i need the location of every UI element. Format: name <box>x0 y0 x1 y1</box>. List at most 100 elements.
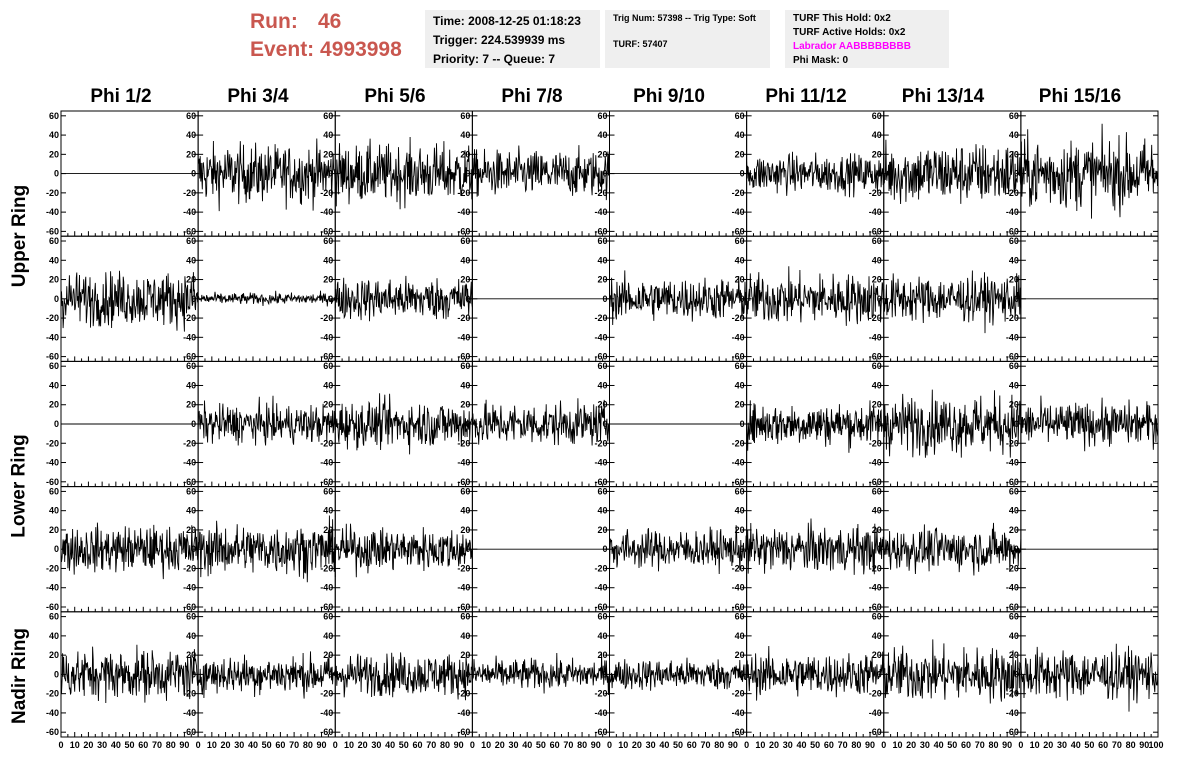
y-tick-label: 60 <box>597 236 607 246</box>
y-tick-label: -40 <box>183 458 196 468</box>
y-tick-label: -60 <box>457 602 470 612</box>
y-tick-label: -60 <box>869 226 882 236</box>
y-tick-label: -60 <box>320 727 333 737</box>
x-tick-label: 0 <box>1018 740 1023 750</box>
x-tick-label: 80 <box>303 740 313 750</box>
y-tick-label: -40 <box>320 207 333 217</box>
y-tick-label: 60 <box>1009 111 1019 121</box>
y-tick-label: 20 <box>872 149 882 159</box>
y-tick-label: 0 <box>191 169 196 179</box>
y-tick-label: 0 <box>877 419 882 429</box>
x-tick-label: 50 <box>125 740 135 750</box>
y-tick-label: -40 <box>732 332 745 342</box>
y-tick-label: -20 <box>594 188 607 198</box>
x-tick-label: 40 <box>522 740 532 750</box>
y-tick-label: -20 <box>320 188 333 198</box>
y-tick-label: -20 <box>183 438 196 448</box>
y-tick-label: 20 <box>872 525 882 535</box>
x-tick-label: 90 <box>179 740 189 750</box>
y-tick-label: -20 <box>183 563 196 573</box>
x-tick-label: 60 <box>275 740 285 750</box>
y-tick-label: 20 <box>1009 525 1019 535</box>
y-tick-label: -40 <box>594 207 607 217</box>
y-tick-label: 20 <box>460 650 470 660</box>
y-tick-label: -20 <box>732 313 745 323</box>
x-tick-label: 10 <box>618 740 628 750</box>
y-tick-label: -20 <box>457 563 470 573</box>
y-tick-label: -40 <box>869 708 882 718</box>
y-tick-label: 60 <box>323 236 333 246</box>
y-tick-label: -20 <box>869 313 882 323</box>
y-tick-label: 20 <box>735 149 745 159</box>
y-tick-label: 40 <box>872 631 882 641</box>
x-tick-label: 30 <box>1057 740 1067 750</box>
y-tick-label: -20 <box>320 563 333 573</box>
y-tick-label: 40 <box>49 380 59 390</box>
x-tick-label: 60 <box>138 740 148 750</box>
x-tick-label: 0 <box>607 740 612 750</box>
y-tick-label: -40 <box>869 458 882 468</box>
x-tick-label: 90 <box>1002 740 1012 750</box>
x-tick-label: 0 <box>470 740 475 750</box>
y-tick-label: -40 <box>46 583 59 593</box>
y-tick-label: -40 <box>320 583 333 593</box>
y-tick-label: -60 <box>457 727 470 737</box>
y-tick-label: 40 <box>186 380 196 390</box>
y-tick-label: 20 <box>323 525 333 535</box>
y-tick-label: 60 <box>735 486 745 496</box>
y-tick-label: 20 <box>872 650 882 660</box>
y-tick-label: 0 <box>465 544 470 554</box>
y-tick-label: -60 <box>869 727 882 737</box>
y-tick-label: -60 <box>320 226 333 236</box>
y-tick-label: -20 <box>1006 563 1019 573</box>
y-tick-label: 0 <box>328 419 333 429</box>
y-tick-label: 0 <box>1014 544 1019 554</box>
trig-num-text: Trig Num: 57398 -- Trig Type: Soft <box>613 13 756 23</box>
waveform-trace <box>746 266 885 326</box>
y-tick-label: -60 <box>732 602 745 612</box>
y-tick-label: -40 <box>183 207 196 217</box>
x-tick-label: 60 <box>687 740 697 750</box>
y-tick-label: -40 <box>183 583 196 593</box>
x-tick-label: 60 <box>413 740 423 750</box>
x-tick-label: 20 <box>769 740 779 750</box>
x-tick-label: 20 <box>221 740 231 750</box>
y-tick-label: -40 <box>457 458 470 468</box>
col-title-phi-1-2: Phi 1/2 <box>90 86 152 107</box>
x-tick-label: 40 <box>1071 740 1081 750</box>
y-tick-label: -60 <box>320 477 333 487</box>
y-tick-label: -40 <box>1006 708 1019 718</box>
y-tick-label: 60 <box>1009 612 1019 622</box>
y-tick-label: 0 <box>191 294 196 304</box>
y-tick-label: 40 <box>49 506 59 516</box>
x-tick-label: 40 <box>659 740 669 750</box>
y-tick-label: -60 <box>457 352 470 362</box>
y-tick-label: 60 <box>323 486 333 496</box>
phi-mask-text: Phi Mask: 0 <box>793 55 849 66</box>
col-title-phi-13-14: Phi 13/14 <box>901 86 985 107</box>
y-tick-label: -20 <box>183 689 196 699</box>
col-title-phi-15-16: Phi 15/16 <box>1038 86 1122 107</box>
y-tick-label: 0 <box>877 294 882 304</box>
y-tick-label: 60 <box>597 111 607 121</box>
y-tick-label: -20 <box>46 689 59 699</box>
waveform-trace <box>746 151 885 198</box>
y-tick-label: 60 <box>323 361 333 371</box>
y-tick-label: 40 <box>872 380 882 390</box>
y-tick-label: -60 <box>46 602 59 612</box>
y-tick-label: 20 <box>323 650 333 660</box>
waveform-trace <box>746 645 885 701</box>
y-tick-label: 60 <box>1009 361 1019 371</box>
y-tick-label: -40 <box>732 207 745 217</box>
y-tick-label: 60 <box>872 612 882 622</box>
y-tick-label: 40 <box>1009 380 1019 390</box>
y-tick-label: 60 <box>186 236 196 246</box>
run-label: Run: <box>250 10 298 33</box>
x-tick-label: 50 <box>536 740 546 750</box>
y-tick-label: -60 <box>183 352 196 362</box>
y-tick-label: 0 <box>328 544 333 554</box>
y-tick-label: 0 <box>740 544 745 554</box>
y-tick-label: 60 <box>1009 236 1019 246</box>
y-tick-label: 20 <box>597 525 607 535</box>
